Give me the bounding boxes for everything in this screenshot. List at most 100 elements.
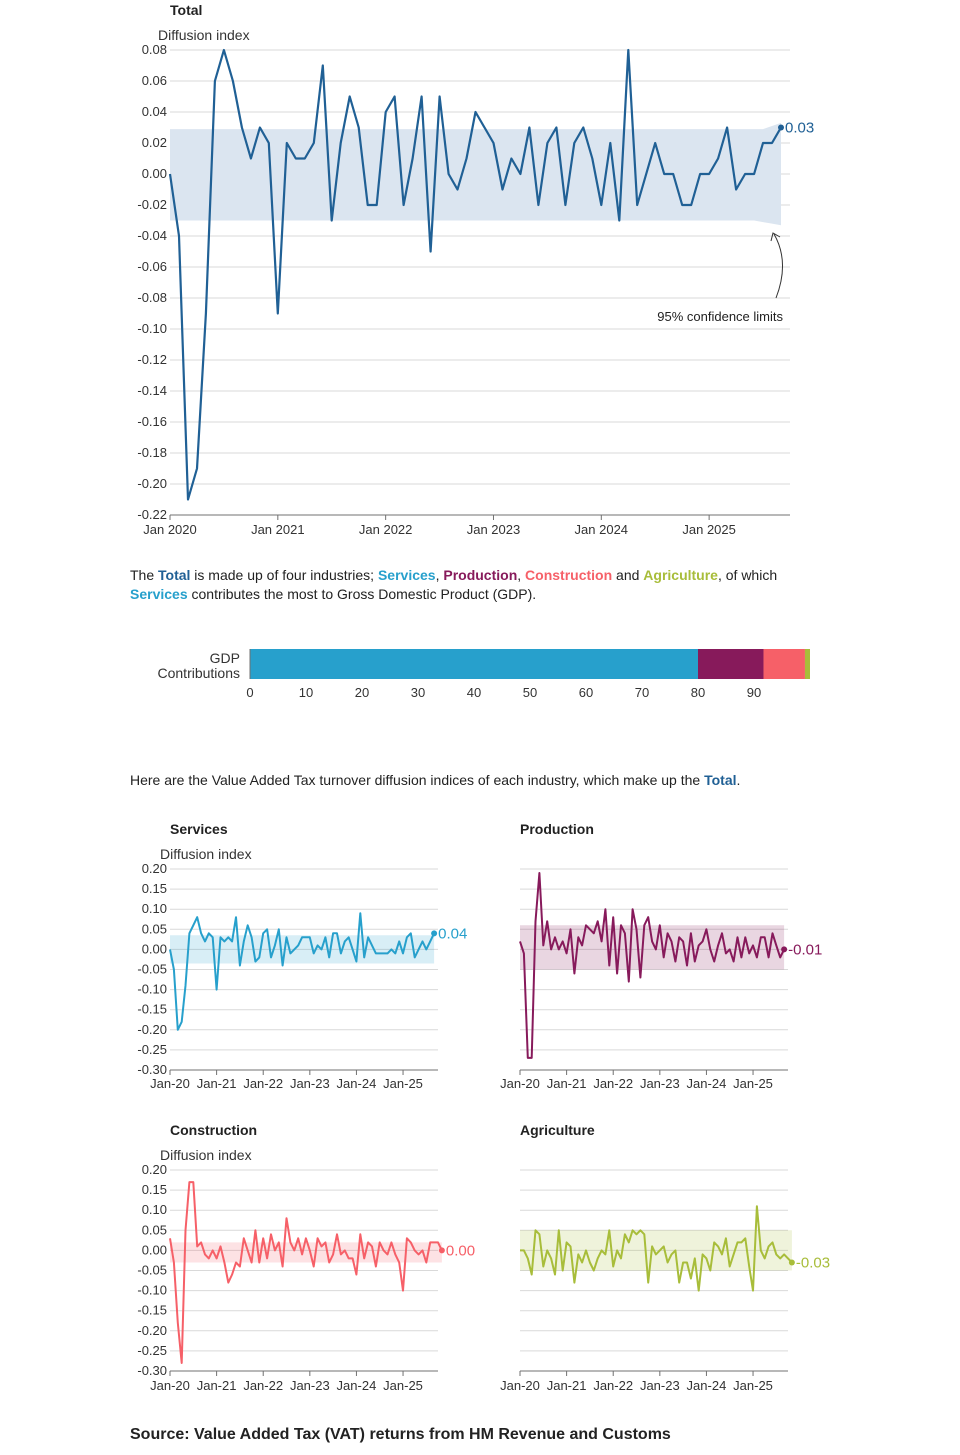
total-ytick-label: -0.22 [137,507,167,522]
total-annotation-text: 95% confidence limits [657,309,783,324]
total-ytick-label: -0.08 [137,290,167,305]
production-xtick-label: Jan-24 [687,1076,727,1091]
agriculture-keyword: Agriculture [643,567,718,583]
construction-xtick-label: Jan-24 [337,1378,377,1393]
total-keyword: Total [158,567,191,583]
total-ytick-label: -0.16 [137,414,167,429]
services-xtick-label: Jan-23 [290,1076,330,1091]
total-xtick-label: Jan 2024 [575,522,629,537]
total-ytick-label: 0.08 [142,42,167,57]
production-xtick-label: Jan-21 [547,1076,587,1091]
construction-xtick-label: Jan-21 [197,1378,237,1393]
total-last-value-label: 0.03 [785,120,814,137]
agriculture-series-line [520,1205,793,1292]
gdp-segment-construction [763,649,805,679]
gdp-xtick-label: 10 [299,685,313,700]
total-ytick-label: 0.00 [142,166,167,181]
total-ytick-label: -0.20 [137,476,167,491]
production-xtick-label: Jan-25 [733,1076,773,1091]
production-series-line [519,872,785,1059]
construction-ytick-label: -0.30 [137,1363,167,1378]
gdp-xtick-label: 40 [467,685,481,700]
total-series-line [168,48,782,501]
total-ytick-label: -0.10 [137,321,167,336]
agriculture-confidence-band [520,1230,792,1271]
services-ytick-label: 0.20 [142,861,167,876]
services-xtick-label: Jan-21 [197,1076,237,1091]
agriculture-last-point [788,1259,795,1266]
services-ytick-label: -0.20 [137,1022,167,1037]
construction-ytick-label: -0.15 [137,1303,167,1318]
services-ytick-label: 0.15 [142,881,167,896]
total-ytick-label: -0.14 [137,383,167,398]
services-xtick-label: Jan-22 [243,1076,283,1091]
construction-ytick-label: 0.10 [142,1202,167,1217]
gdp-xtick-label: 30 [411,685,425,700]
agriculture-title: Agriculture [520,1122,595,1138]
services-ytick-label: -0.25 [137,1042,167,1057]
total-last-point [778,124,785,131]
industries-paragraph: Here are the Value Added Tax turnover di… [130,772,741,788]
total-xtick-label: Jan 2021 [251,522,305,537]
total-ytick-label: -0.18 [137,445,167,460]
construction-ytick-label: -0.20 [137,1323,167,1338]
construction-last-value-label: 0.00 [446,1242,475,1259]
services-ytick-label: 0.05 [142,921,167,936]
services-ytick-label: 0.00 [142,941,167,956]
construction-ytick-label: -0.05 [137,1263,167,1278]
total-title: Total [170,2,202,18]
total-xtick-label: Jan 2022 [359,522,413,537]
construction-xtick-label: Jan-23 [290,1378,330,1393]
total-ytick-label: -0.02 [137,197,167,212]
services-title: Services [170,821,228,837]
services-xtick-label: Jan-24 [337,1076,377,1091]
services-last-value-label: 0.04 [438,925,467,942]
gdp-xtick-label: 50 [523,685,537,700]
construction-ytick-label: 0.20 [142,1162,167,1177]
gdp-segment-production [698,649,764,679]
construction-ylabel: Diffusion index [160,1147,252,1163]
production-last-value-label: -0.01 [788,941,822,958]
total-keyword-2: Total [704,772,737,788]
production-last-point [781,946,788,953]
total-ytick-label: -0.06 [137,259,167,274]
construction-ytick-label: -0.10 [137,1283,167,1298]
construction-xtick-label: Jan-20 [150,1378,190,1393]
agriculture-xtick-label: Jan-25 [733,1378,773,1393]
construction-ytick-label: 0.05 [142,1222,167,1237]
construction-xtick-label: Jan-25 [383,1378,423,1393]
construction-title: Construction [170,1122,257,1138]
agriculture-xtick-label: Jan-23 [640,1378,680,1393]
total-ytick-label: 0.04 [142,104,167,119]
gdp-label-line1: GDP [210,650,240,666]
total-annotation-arrow [773,233,784,299]
total-xtick-label: Jan 2025 [682,522,736,537]
gdp-xtick-label: 90 [747,685,761,700]
production-confidence-band [520,925,785,970]
gdp-xtick-label: 70 [635,685,649,700]
agriculture-xtick-label: Jan-24 [687,1378,727,1393]
services-keyword-2: Services [130,586,188,602]
services-ytick-label: -0.15 [137,1002,167,1017]
services-ytick-label: 0.10 [142,901,167,916]
production-title: Production [520,821,594,837]
construction-keyword: Construction [525,567,613,583]
production-xtick-label: Jan-22 [593,1076,633,1091]
gdp-xtick-label: 80 [691,685,705,700]
agriculture-xtick-label: Jan-20 [500,1378,540,1393]
construction-ytick-label: 0.15 [142,1182,167,1197]
services-xtick-label: Jan-20 [150,1076,190,1091]
source-note: Source: Value Added Tax (VAT) returns fr… [130,1426,671,1443]
services-xtick-label: Jan-25 [383,1076,423,1091]
gdp-xtick-label: 0 [246,685,253,700]
agriculture-xtick-label: Jan-22 [593,1378,633,1393]
services-ytick-label: -0.10 [137,982,167,997]
services-ytick-label: -0.05 [137,962,167,977]
agriculture-xtick-label: Jan-21 [547,1378,587,1393]
production-keyword: Production [443,567,518,583]
gdp-label-line2: Contributions [158,665,241,681]
total-ytick-label: -0.04 [137,228,167,243]
production-xtick-label: Jan-23 [640,1076,680,1091]
gdp-xtick-label: 20 [355,685,369,700]
gdp-segment-services [250,649,698,679]
